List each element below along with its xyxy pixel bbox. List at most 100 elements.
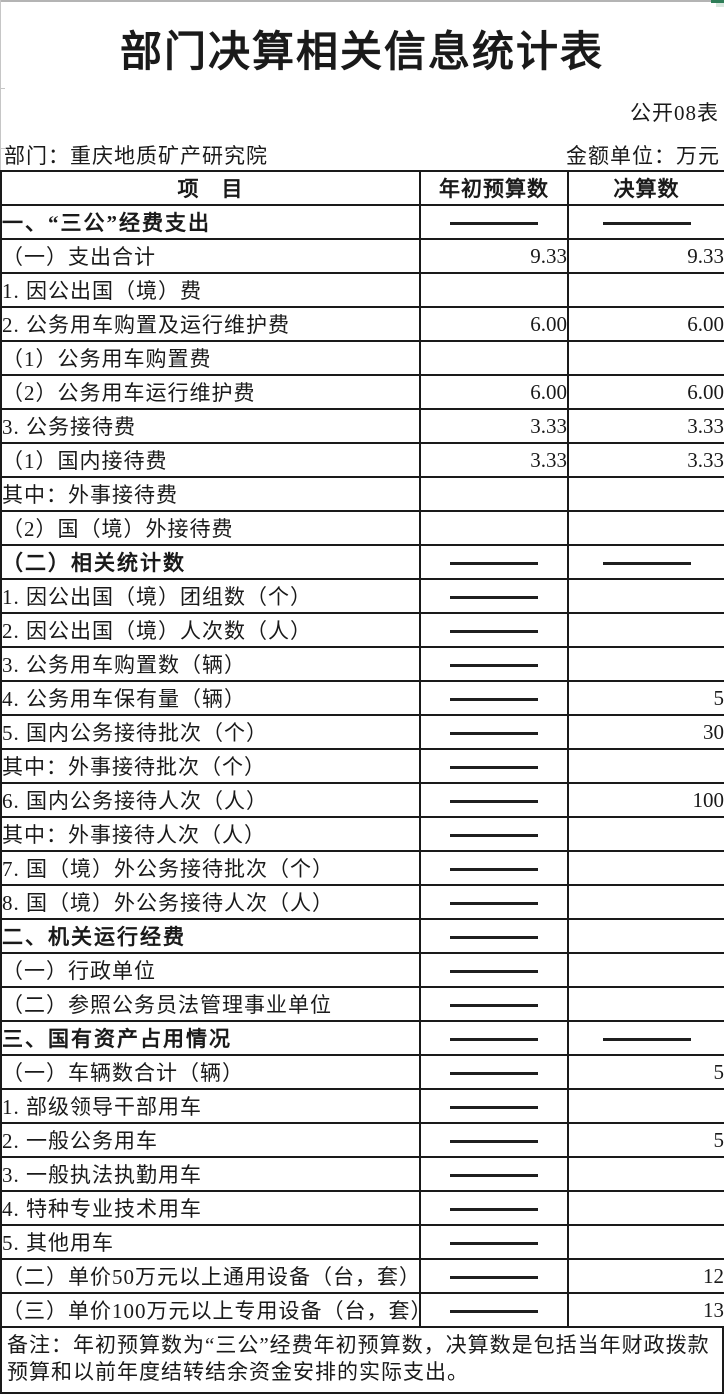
dash-placeholder bbox=[450, 1276, 538, 1280]
final-cell bbox=[567, 1224, 724, 1260]
final-cell bbox=[567, 1190, 724, 1226]
item-label: （2）国（境）外接待费 bbox=[0, 510, 421, 546]
final-cell bbox=[567, 578, 724, 614]
budget-cell bbox=[419, 1292, 569, 1328]
budget-cell bbox=[419, 646, 569, 682]
table-row: 二、机关运行经费 bbox=[0, 918, 724, 954]
final-cell: 12 bbox=[567, 1258, 724, 1294]
unit-label: 金额单位：万元 bbox=[566, 144, 720, 168]
table-row: 2. 公务用车购置及运行维护费 6.00 6.00 bbox=[0, 306, 724, 342]
table-row: 其中：外事接待人次（人） bbox=[0, 816, 724, 852]
excel-gridline-left bbox=[0, 0, 1, 170]
final-cell: 13 bbox=[567, 1292, 724, 1328]
item-label: （一）支出合计 bbox=[0, 238, 421, 274]
note-text: 备注：年初预算数为“三公”经费年初预算数，决算数是包括当年财政拨款预算和以前年度… bbox=[0, 1328, 724, 1394]
item-label: 3. 公务用车购置数（辆） bbox=[0, 646, 421, 682]
budget-cell: 9.33 bbox=[419, 238, 569, 274]
dash-placeholder bbox=[450, 936, 538, 940]
dash-placeholder bbox=[450, 222, 538, 226]
budget-cell: 6.00 bbox=[419, 306, 569, 342]
final-cell bbox=[567, 884, 724, 920]
table-row: 1. 部级领导干部用车 bbox=[0, 1088, 724, 1124]
budget-cell bbox=[419, 1054, 569, 1090]
dash-placeholder bbox=[602, 1038, 691, 1042]
budget-cell bbox=[419, 714, 569, 750]
budget-cell bbox=[419, 578, 569, 614]
table-body: 一、“三公”经费支出 （一）支出合计 9.33 9.33 1. 因公出国（境）费 2. 公… bbox=[0, 204, 724, 1328]
table-row: 4. 公务用车保有量（辆） 5 bbox=[0, 680, 724, 716]
table-row: （1）公务用车购置费 bbox=[0, 340, 724, 376]
budget-cell bbox=[419, 272, 569, 308]
dash-placeholder bbox=[602, 562, 691, 566]
dash-placeholder bbox=[450, 698, 538, 702]
item-label: 其中：外事接待费 bbox=[0, 476, 421, 512]
table-code: 公开08表 bbox=[630, 101, 719, 125]
final-cell: 5 bbox=[567, 1054, 724, 1090]
budget-cell bbox=[419, 1088, 569, 1124]
budget-cell bbox=[419, 782, 569, 818]
table-row: （2）公务用车运行维护费 6.00 6.00 bbox=[0, 374, 724, 410]
item-label: 6. 国内公务接待人次（人） bbox=[0, 782, 421, 818]
final-cell bbox=[567, 1088, 724, 1124]
budget-cell bbox=[419, 884, 569, 920]
item-label: 其中：外事接待批次（个） bbox=[0, 748, 421, 784]
item-label: （三）单价100万元以上专用设备（台，套） bbox=[0, 1292, 421, 1328]
table-row: 一、“三公”经费支出 bbox=[0, 204, 724, 240]
table-row: 5. 国内公务接待批次（个） 30 bbox=[0, 714, 724, 750]
final-cell: 3.33 bbox=[567, 442, 724, 478]
table-row: （2）国（境）外接待费 bbox=[0, 510, 724, 546]
final-cell: 5 bbox=[567, 1122, 724, 1158]
table-row: 8. 国（境）外公务接待人次（人） bbox=[0, 884, 724, 920]
budget-cell bbox=[419, 544, 569, 580]
dash-placeholder bbox=[450, 766, 538, 770]
item-label: （二）相关统计数 bbox=[0, 544, 421, 580]
final-cell: 5 bbox=[567, 680, 724, 716]
final-cell bbox=[567, 204, 724, 240]
budget-cell bbox=[419, 1122, 569, 1158]
final-cell bbox=[567, 850, 724, 886]
excel-gridline-stub bbox=[0, 148, 5, 149]
final-cell: 6.00 bbox=[567, 306, 724, 342]
item-label: 7. 国（境）外公务接待批次（个） bbox=[0, 850, 421, 886]
table-row: 7. 国（境）外公务接待批次（个） bbox=[0, 850, 724, 886]
budget-cell bbox=[419, 1258, 569, 1294]
item-label: 8. 国（境）外公务接待人次（人） bbox=[0, 884, 421, 920]
budget-cell: 3.33 bbox=[419, 442, 569, 478]
dash-placeholder bbox=[450, 1310, 538, 1314]
dash-placeholder bbox=[450, 1242, 538, 1246]
dash-placeholder bbox=[450, 1140, 538, 1144]
budget-cell bbox=[419, 510, 569, 546]
dash-placeholder bbox=[450, 868, 538, 872]
budget-cell bbox=[419, 918, 569, 954]
final-cell bbox=[567, 952, 724, 988]
table-row: （一）车辆数合计（辆） 5 bbox=[0, 1054, 724, 1090]
dash-placeholder bbox=[450, 664, 538, 668]
final-cell: 9.33 bbox=[567, 238, 724, 274]
final-cell bbox=[567, 340, 724, 376]
item-label: （1）公务用车购置费 bbox=[0, 340, 421, 376]
dash-placeholder bbox=[450, 1072, 538, 1076]
item-label: 二、机关运行经费 bbox=[0, 918, 421, 954]
item-label: 5. 其他用车 bbox=[0, 1224, 421, 1260]
table-row: （一）行政单位 bbox=[0, 952, 724, 988]
item-label: 其中：外事接待人次（人） bbox=[0, 816, 421, 852]
dash-placeholder bbox=[450, 562, 538, 566]
item-label: （二）参照公务员法管理事业单位 bbox=[0, 986, 421, 1022]
budget-cell bbox=[419, 680, 569, 716]
table-row: 2. 一般公务用车 5 bbox=[0, 1122, 724, 1158]
final-cell bbox=[567, 646, 724, 682]
column-header-final: 决算数 bbox=[567, 170, 724, 206]
table-row: （二）单价50万元以上通用设备（台，套） 12 bbox=[0, 1258, 724, 1294]
item-label: 三、国有资产占用情况 bbox=[0, 1020, 421, 1056]
dash-placeholder bbox=[450, 596, 538, 600]
header-row: 项 目 年初预算数 决算数 bbox=[0, 170, 724, 206]
item-label: （二）单价50万元以上通用设备（台，套） bbox=[0, 1258, 421, 1294]
budget-cell bbox=[419, 476, 569, 512]
budget-cell: 3.33 bbox=[419, 408, 569, 444]
table-row: 3. 一般执法执勤用车 bbox=[0, 1156, 724, 1192]
final-cell bbox=[567, 748, 724, 784]
item-label: 4. 公务用车保有量（辆） bbox=[0, 680, 421, 716]
department-label: 部门：重庆地质矿产研究院 bbox=[4, 144, 268, 168]
budget-cell bbox=[419, 340, 569, 376]
item-label: 5. 国内公务接待批次（个） bbox=[0, 714, 421, 750]
